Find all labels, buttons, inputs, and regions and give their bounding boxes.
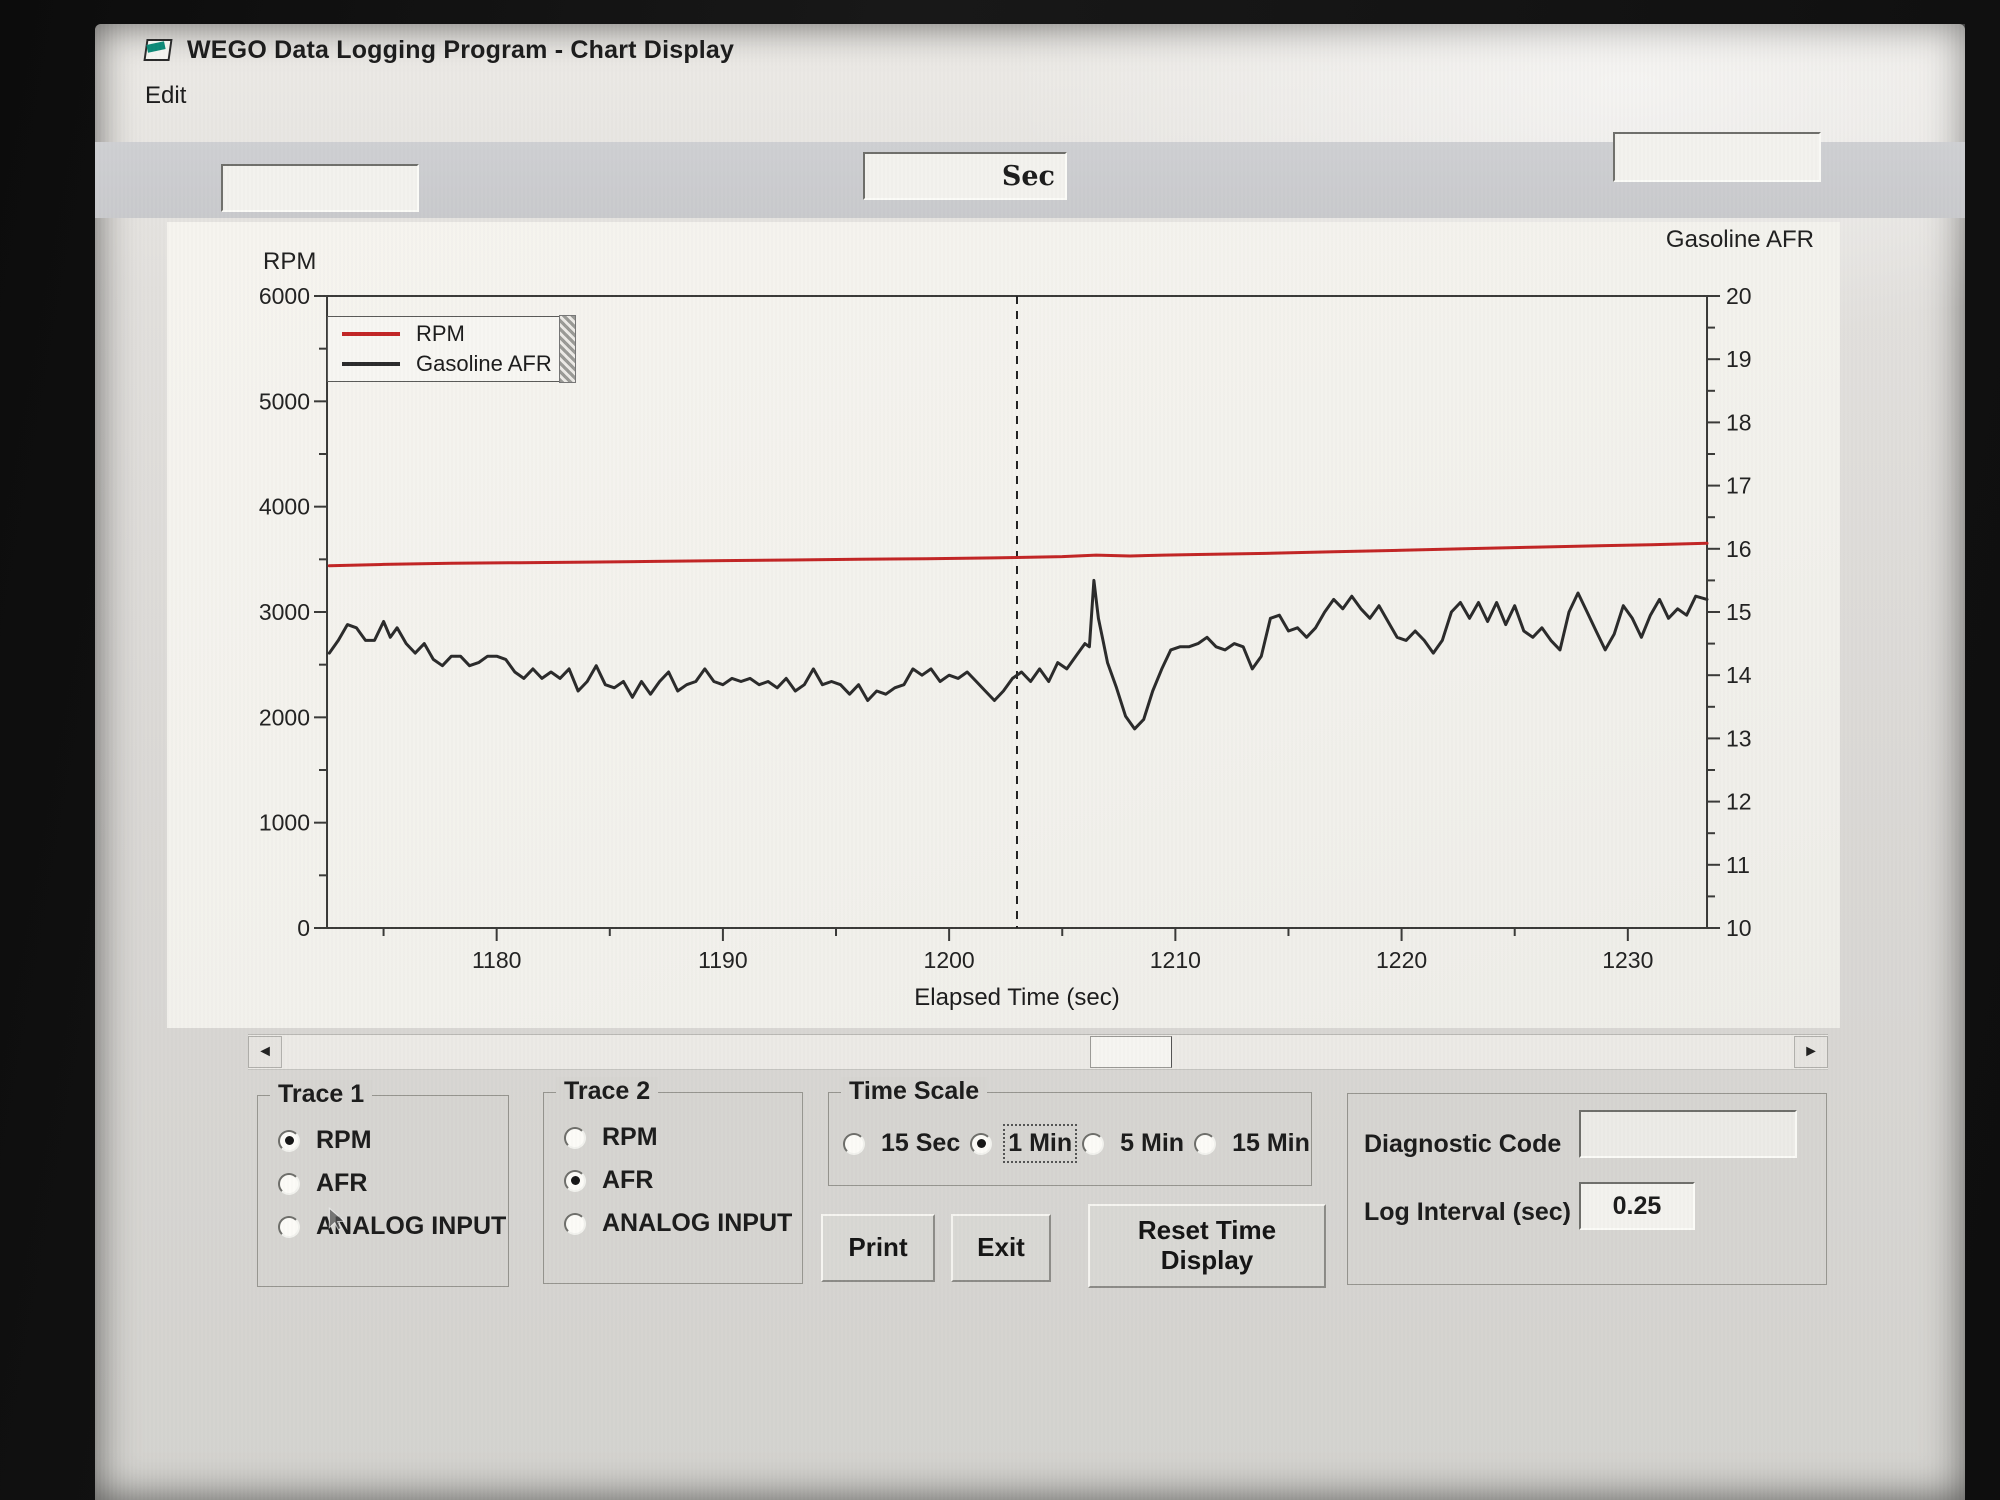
chart-panel: RPM Gasoline AFR 0 1000 2000 3000 4000 5000 60… — [167, 222, 1840, 1028]
sec-unit-label: Sec — [1001, 160, 1055, 192]
legend-grip-handle[interactable] — [559, 315, 576, 383]
print-button[interactable]: Print — [821, 1214, 935, 1282]
time-scale-group: Time Scale 15 Sec 1 Min 5 Min 15 Min — [828, 1077, 1312, 1186]
time-scale-15sec-label: 15 Sec — [881, 1129, 961, 1157]
legend-item-afr: Gasoline AFR — [328, 351, 560, 376]
diagnostic-code-label: Diagnostic Code — [1364, 1130, 1562, 1158]
left-axis-title: RPM — [263, 248, 317, 275]
svg-text:1200: 1200 — [924, 947, 975, 973]
trace2-group-title: Trace 2 — [556, 1077, 659, 1106]
svg-text:11: 11 — [1726, 852, 1750, 878]
svg-text:2000: 2000 — [259, 704, 310, 730]
trace1-option-afr[interactable]: AFR — [278, 1169, 508, 1198]
svg-text:13: 13 — [1726, 725, 1752, 751]
radio-icon — [564, 1126, 586, 1149]
radio-icon — [970, 1132, 993, 1155]
svg-text:10: 10 — [1726, 915, 1752, 941]
mouse-cursor — [328, 1206, 346, 1231]
svg-text:5000: 5000 — [259, 388, 310, 414]
right-axis-title: Gasoline AFR — [1665, 226, 1814, 253]
legend-label-afr: Gasoline AFR — [416, 351, 552, 376]
trace1-option-rpm[interactable]: RPM — [278, 1126, 508, 1155]
time-scale-option-5min[interactable]: 5 Min — [1082, 1129, 1184, 1158]
svg-text:1000: 1000 — [259, 810, 310, 836]
legend-label-rpm: RPM — [416, 321, 465, 346]
time-scale-group-title: Time Scale — [841, 1077, 988, 1106]
exit-button[interactable]: Exit — [951, 1214, 1051, 1282]
svg-text:3000: 3000 — [259, 599, 310, 625]
svg-text:0: 0 — [297, 915, 310, 941]
scroll-thumb[interactable] — [1090, 1036, 1172, 1068]
radio-icon — [1082, 1132, 1105, 1155]
reset-time-display-button[interactable]: Reset Time Display — [1088, 1204, 1326, 1288]
menu-edit[interactable]: Edit — [145, 82, 187, 109]
svg-text:1190: 1190 — [698, 947, 747, 973]
svg-text:1180: 1180 — [472, 947, 521, 973]
log-interval-field[interactable]: 0.25 — [1579, 1182, 1695, 1230]
radio-icon — [843, 1132, 865, 1155]
svg-text:1210: 1210 — [1150, 947, 1201, 973]
trace1-option-analog[interactable]: ANALOG INPUT — [278, 1212, 508, 1241]
scroll-left-button[interactable]: ◄ — [248, 1036, 282, 1068]
chart-plot[interactable]: 0 1000 2000 3000 4000 5000 6000 10 11 12 13 14 15 16 1… — [167, 222, 1840, 1028]
time-scale-option-15min[interactable]: 15 Min — [1194, 1129, 1310, 1158]
log-interval-label: Log Interval (sec) — [1364, 1198, 1571, 1226]
log-interval-value: 0.25 — [1612, 1191, 1662, 1220]
time-scale-option-1min[interactable]: 1 Min — [970, 1124, 1078, 1163]
menu-bar: Edit — [95, 76, 1965, 120]
svg-text:18: 18 — [1726, 409, 1752, 435]
header-left-field[interactable] — [221, 164, 419, 212]
svg-text:17: 17 — [1726, 473, 1752, 499]
svg-text:20: 20 — [1726, 283, 1752, 309]
trace1-option-analog-label: ANALOG INPUT — [316, 1212, 507, 1240]
radio-icon — [564, 1169, 586, 1192]
trace2-option-analog[interactable]: ANALOG INPUT — [564, 1209, 802, 1238]
trace1-option-afr-label: AFR — [316, 1169, 368, 1197]
radio-icon — [278, 1129, 300, 1152]
app-icon — [143, 37, 173, 63]
diagnostics-group: Diagnostic Code Log Interval (sec) 0.25 — [1347, 1093, 1827, 1285]
radio-icon — [278, 1172, 300, 1195]
trace2-option-rpm[interactable]: RPM — [564, 1123, 802, 1152]
monitor-screen: WEGO Data Logging Program - Chart Displa… — [95, 24, 1965, 1500]
title-bar: WEGO Data Logging Program - Chart Displa… — [95, 24, 1965, 76]
diagnostic-code-field[interactable] — [1579, 1110, 1797, 1158]
trace2-option-afr-label: AFR — [602, 1166, 654, 1194]
svg-text:16: 16 — [1726, 536, 1752, 562]
horizontal-scrollbar[interactable]: ◄ ► — [248, 1034, 1828, 1070]
x-axis-title: Elapsed Time (sec) — [914, 984, 1120, 1011]
time-scale-15min-label: 15 Min — [1232, 1129, 1310, 1157]
header-right-field[interactable] — [1613, 132, 1821, 182]
afr-line-swatch — [342, 362, 400, 366]
radio-icon — [278, 1215, 300, 1238]
svg-text:14: 14 — [1726, 662, 1752, 688]
svg-text:1220: 1220 — [1376, 947, 1427, 973]
trace2-option-afr[interactable]: AFR — [564, 1166, 802, 1195]
window-title: WEGO Data Logging Program - Chart Displa… — [187, 35, 735, 64]
trace1-group: Trace 1 RPM AFR ANALOG INPUT — [257, 1080, 509, 1287]
svg-text:4000: 4000 — [259, 494, 310, 520]
svg-text:15: 15 — [1726, 599, 1752, 625]
elapsed-time-field[interactable]: Sec — [863, 152, 1067, 200]
svg-text:12: 12 — [1726, 789, 1752, 815]
trace2-option-analog-label: ANALOG INPUT — [602, 1209, 793, 1237]
time-scale-option-15sec[interactable]: 15 Sec — [843, 1129, 960, 1158]
radio-icon — [564, 1212, 586, 1235]
radio-icon — [1194, 1132, 1217, 1155]
svg-text:19: 19 — [1726, 346, 1752, 372]
svg-text:1230: 1230 — [1602, 947, 1653, 973]
rpm-line-swatch — [342, 332, 400, 336]
chart-legend[interactable]: RPM Gasoline AFR — [327, 315, 576, 383]
trace2-option-rpm-label: RPM — [602, 1123, 658, 1151]
time-scale-5min-label: 5 Min — [1120, 1129, 1185, 1157]
svg-text:6000: 6000 — [259, 283, 310, 309]
trace1-option-rpm-label: RPM — [316, 1126, 372, 1154]
scroll-right-button[interactable]: ► — [1794, 1036, 1828, 1068]
legend-item-rpm: RPM — [328, 321, 560, 346]
time-scale-1min-label: 1 Min — [1003, 1124, 1078, 1163]
trace2-group: Trace 2 RPM AFR ANALOG INPUT — [543, 1077, 803, 1284]
trace1-group-title: Trace 1 — [270, 1080, 373, 1109]
